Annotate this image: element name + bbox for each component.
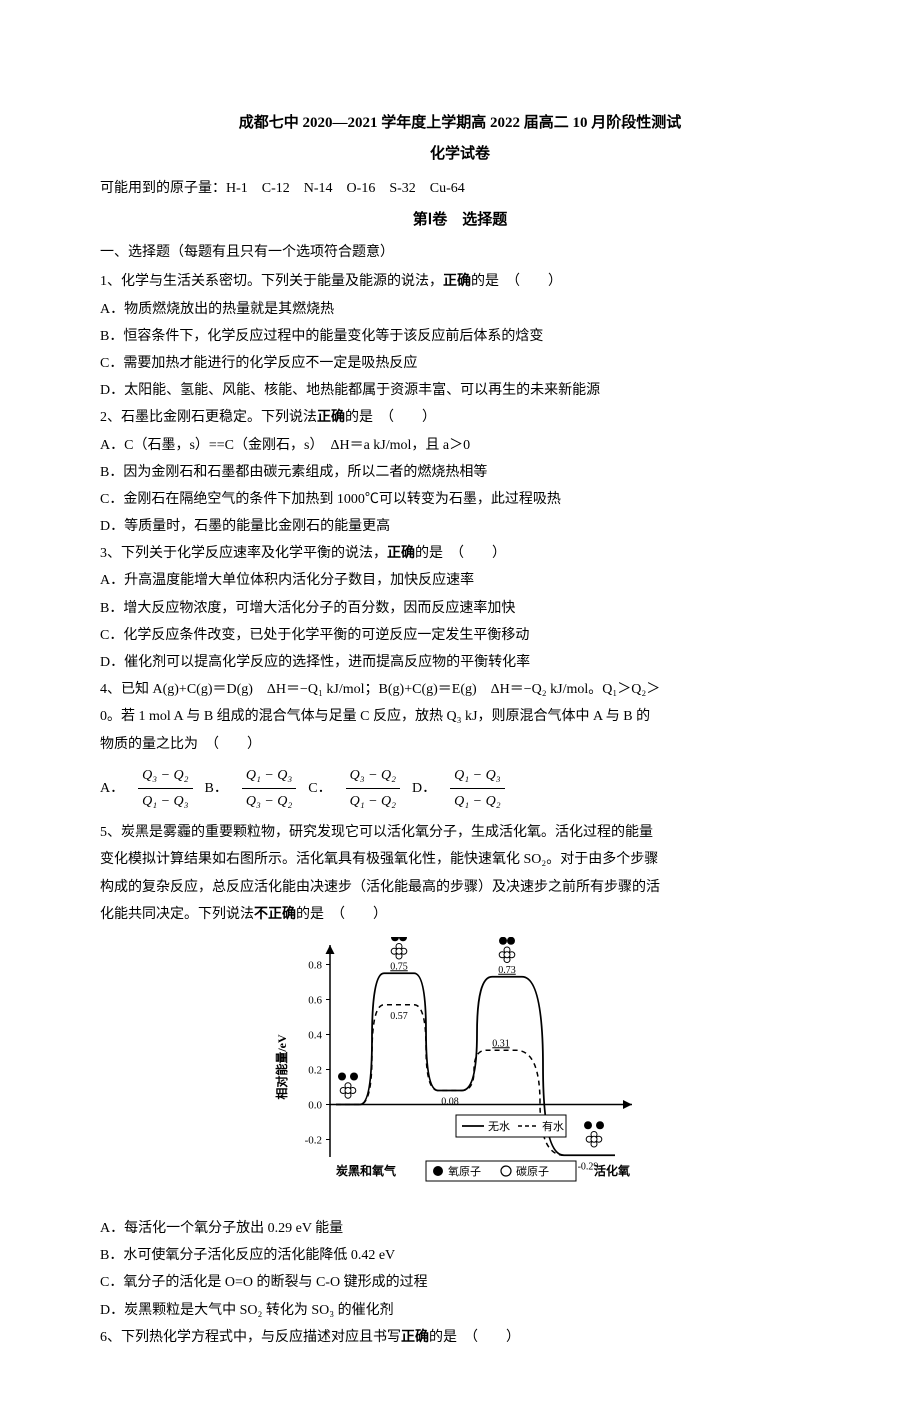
- q4-opt-b-label: B．: [205, 776, 228, 801]
- q5-stem-4: 化能共同决定。下列说法不正确的是 （ ）: [100, 902, 820, 927]
- q3-opt-b: B．增大反应物浓度，可增大活化分子的百分数，因而反应速率加快: [100, 596, 820, 621]
- q4-opt-d-frac: Q₁ − Q₃ Q₁ − Q₂: [450, 763, 504, 814]
- q2-opt-c: C．金刚石在隔绝空气的条件下加热到 1000℃可以转变为石墨，此过程吸热: [100, 487, 820, 512]
- q5-opt-c: C．氧分子的活化是 O=O 的断裂与 C-O 键形成的过程: [100, 1270, 820, 1295]
- q2-opt-b: B．因为金刚石和石墨都由碳元素组成，所以二者的燃烧热相等: [100, 460, 820, 485]
- svg-text:0.2: 0.2: [308, 1064, 322, 1076]
- svg-text:相对能量/eV: 相对能量/eV: [274, 1034, 289, 1100]
- q4-opt-a-den: Q₁ − Q₃: [138, 789, 192, 814]
- q6-stem-prefix: 6、下列热化学方程式中，与反应描述对应且书写: [100, 1330, 401, 1345]
- q4-opt-b-den: Q₃ − Q₂: [242, 789, 296, 814]
- q4-opt-a-num: Q₃ − Q₂: [138, 763, 192, 789]
- q2-stem: 2、石墨比金刚石更稳定。下列说法正确的是 （ ）: [100, 405, 820, 430]
- q2-opt-a: A．C（石墨，s）==C（金刚石，s） ΔH＝a kJ/mol，且 a＞0: [100, 433, 820, 458]
- q4-opt-d-label: D．: [412, 776, 436, 801]
- svg-text:有水: 有水: [542, 1119, 564, 1133]
- svg-text:0.73: 0.73: [498, 965, 516, 976]
- q1-stem-bold: 正确: [443, 274, 471, 289]
- q4-stem-3: 物质的量之比为 （ ）: [100, 732, 820, 757]
- energy-diagram: 0.8 0.6 0.4 0.2 0.0 -0.2 相对能量/eV 0.75 0.57 0.73 0.…: [270, 937, 650, 1197]
- q5-stem-3: 构成的复杂反应，总反应活化能由决速步（活化能最高的步骤）及决速步之前所有步骤的活: [100, 875, 820, 900]
- q3-opt-d: D．催化剂可以提高化学反应的选择性，进而提高反应物的平衡转化率: [100, 650, 820, 675]
- q4-opt-b-frac: Q₁ − Q₃ Q₃ − Q₂: [242, 763, 296, 814]
- q5-stem4-prefix: 化能共同决定。下列说法: [100, 907, 254, 922]
- svg-text:0.8: 0.8: [308, 959, 322, 971]
- q5-stem4-bold: 不正确: [254, 907, 296, 922]
- q6-stem: 6、下列热化学方程式中，与反应描述对应且书写正确的是 （ ）: [100, 1325, 820, 1350]
- q4-opt-c-frac: Q₃ − Q₂ Q₁ − Q₂: [346, 763, 400, 814]
- svg-text:0.31: 0.31: [492, 1038, 510, 1049]
- svg-text:0.0: 0.0: [308, 1099, 322, 1111]
- q4-stem-2: 0。若 1 mol A 与 B 组成的混合气体与足量 C 反应，放热 Q₃ kJ…: [100, 704, 820, 729]
- q4-opt-c-label: C．: [308, 776, 331, 801]
- q5-figure: 0.8 0.6 0.4 0.2 0.0 -0.2 相对能量/eV 0.75 0.57 0.73 0.…: [100, 937, 820, 1206]
- q5-stem4-suffix: 的是 （ ）: [296, 907, 387, 922]
- q1-opt-b: B．恒容条件下，化学反应过程中的能量变化等于该反应前后体系的焓变: [100, 324, 820, 349]
- exam-title: 成都七中 2020—2021 学年度上学期高 2022 届高二 10 月阶段性测…: [100, 110, 820, 137]
- section-1-header: 第Ⅰ卷 选择题: [100, 207, 820, 234]
- q6-stem-suffix: 的是 （ ）: [429, 1330, 520, 1345]
- q3-opt-c: C．化学反应条件改变，已处于化学平衡的可逆反应一定发生平衡移动: [100, 623, 820, 648]
- q4-opt-d-den: Q₁ − Q₂: [450, 789, 504, 814]
- q3-stem: 3、下列关于化学反应速率及化学平衡的说法，正确的是 （ ）: [100, 541, 820, 566]
- q5-opt-d: D．炭黑颗粒是大气中 SO₂ 转化为 SO₃ 的催化剂: [100, 1298, 820, 1323]
- q5-stem-1: 5、炭黑是雾霾的重要颗粒物，研究发现它可以活化氧分子，生成活化氧。活化过程的能量: [100, 820, 820, 845]
- exam-subtitle: 化学试卷: [100, 141, 820, 168]
- svg-text:0.4: 0.4: [308, 1029, 322, 1041]
- svg-text:0.57: 0.57: [390, 1011, 408, 1022]
- svg-text:炭黑和氧气: 炭黑和氧气: [336, 1163, 396, 1178]
- q1-stem: 1、化学与生活关系密切。下列关于能量及能源的说法，正确的是 （ ）: [100, 269, 820, 294]
- q3-stem-prefix: 3、下列关于化学反应速率及化学平衡的说法，: [100, 546, 387, 561]
- q4-opt-a-label: A．: [100, 776, 124, 801]
- q4-opt-c-den: Q₁ − Q₂: [346, 789, 400, 814]
- q1-opt-a: A．物质燃烧放出的热量就是其燃烧热: [100, 297, 820, 322]
- q1-opt-d: D．太阳能、氢能、风能、核能、地热能都属于资源丰富、可以再生的未来新能源: [100, 378, 820, 403]
- q4-opt-d-num: Q₁ − Q₃: [450, 763, 504, 789]
- q6-stem-bold: 正确: [401, 1330, 429, 1345]
- q4-opt-b-num: Q₁ − Q₃: [242, 763, 296, 789]
- svg-text:氧原子: 氧原子: [448, 1164, 481, 1178]
- q5-stem-2: 变化模拟计算结果如右图所示。活化氧具有极强氧化性，能快速氧化 SO₂。对于由多个…: [100, 847, 820, 872]
- q1-stem-prefix: 1、化学与生活关系密切。下列关于能量及能源的说法，: [100, 274, 443, 289]
- q4-opt-c-num: Q₃ − Q₂: [346, 763, 400, 789]
- q3-stem-bold: 正确: [387, 546, 415, 561]
- svg-text:无水: 无水: [488, 1120, 510, 1133]
- section-1-note: 一、选择题（每题有且只有一个选项符合题意）: [100, 240, 820, 265]
- q2-stem-prefix: 2、石墨比金刚石更稳定。下列说法: [100, 410, 317, 425]
- svg-text:0.75: 0.75: [390, 961, 408, 972]
- q2-opt-d: D．等质量时，石墨的能量比金刚石的能量更高: [100, 514, 820, 539]
- atomic-mass: 可能用到的原子量：H-1 C-12 N-14 O-16 S-32 Cu-64: [100, 176, 820, 201]
- svg-text:-0.2: -0.2: [305, 1134, 322, 1146]
- q4-stem-1: 4、已知 A(g)+C(g)＝D(g) ΔH＝−Q₁ kJ/mol；B(g)+C…: [100, 677, 820, 702]
- q2-stem-suffix: 的是 （ ）: [345, 410, 436, 425]
- q2-stem-bold: 正确: [317, 410, 345, 425]
- svg-text:0.6: 0.6: [308, 994, 322, 1006]
- q5-opt-a: A．每活化一个氧分子放出 0.29 eV 能量: [100, 1216, 820, 1241]
- q3-opt-a: A．升高温度能增大单位体积内活化分子数目，加快反应速率: [100, 568, 820, 593]
- q4-options: A． Q₃ − Q₂ Q₁ − Q₃ B． Q₁ − Q₃ Q₃ − Q₂ C．…: [100, 763, 820, 814]
- q3-stem-suffix: 的是 （ ）: [415, 546, 506, 561]
- svg-text:活化氧: 活化氧: [594, 1163, 630, 1178]
- svg-text:0.08: 0.08: [441, 1096, 459, 1107]
- q1-opt-c: C．需要加热才能进行的化学反应不一定是吸热反应: [100, 351, 820, 376]
- q1-stem-suffix: 的是 （ ）: [471, 274, 562, 289]
- q4-opt-a-frac: Q₃ − Q₂ Q₁ − Q₃: [138, 763, 192, 814]
- svg-text:碳原子: 碳原子: [516, 1164, 549, 1178]
- q5-opt-b: B．水可使氧分子活化反应的活化能降低 0.42 eV: [100, 1243, 820, 1268]
